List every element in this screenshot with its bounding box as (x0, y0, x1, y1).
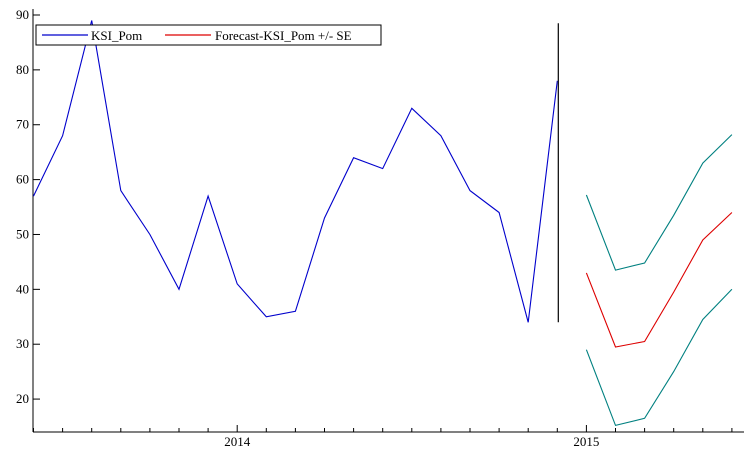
y-tick-label: 20 (16, 391, 29, 406)
y-tick-label: 30 (16, 336, 29, 351)
x-ticks: 2014 2015 (33, 425, 733, 449)
series-layer (33, 20, 733, 427)
series-forecast-upper-se-line (585, 134, 733, 271)
axes (32, 9, 744, 433)
x-tick-label: 2015 (573, 434, 599, 449)
y-tick-label: 70 (16, 117, 29, 132)
x-tick-label: 2014 (224, 434, 251, 449)
legend: KSI_Pom Forecast-KSI_Pom +/- SE (35, 24, 382, 46)
y-tick-label: 80 (16, 62, 29, 77)
y-tick-label: 60 (16, 172, 29, 187)
y-tick-label: 90 (16, 7, 29, 22)
series-ksi-pom-line (33, 20, 558, 323)
y-tick-label: 40 (16, 281, 29, 296)
legend-label-forecast: Forecast-KSI_Pom +/- SE (215, 28, 352, 43)
series-forecast-line (585, 212, 733, 348)
legend-label-ksi-pom: KSI_Pom (91, 28, 142, 43)
y-ticks: 20 30 40 50 60 70 80 90 (16, 7, 40, 406)
series-forecast-lower-se-line (585, 288, 733, 427)
y-tick-label: 50 (16, 226, 29, 241)
